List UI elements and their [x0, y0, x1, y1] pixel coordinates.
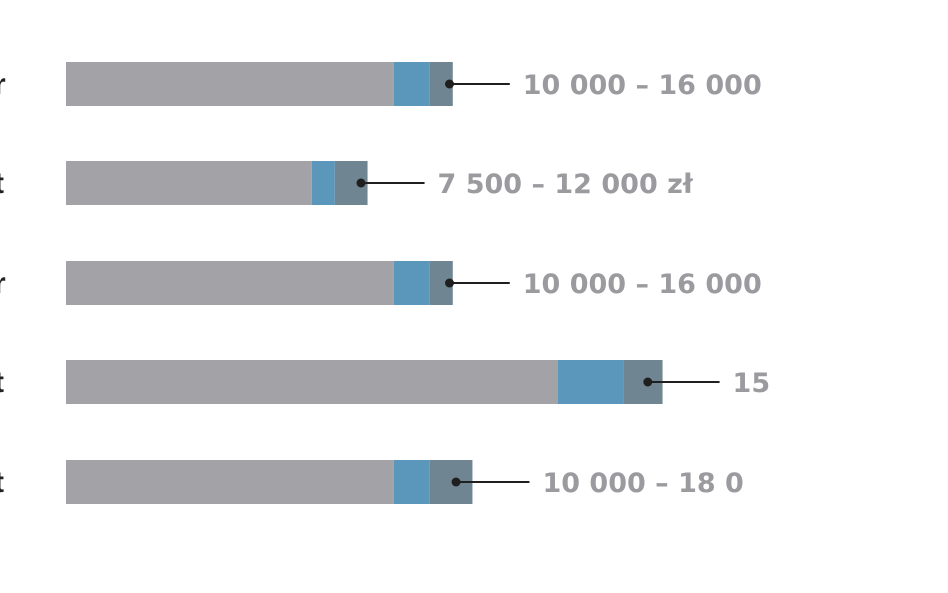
range-label: 10 000 – 18 0	[542, 468, 743, 499]
range-label: 10 000 – 16 000	[523, 70, 762, 101]
slate-segment	[429, 62, 453, 106]
base-segment	[66, 62, 394, 106]
blue-segment	[393, 261, 430, 305]
blue-segment	[557, 360, 624, 404]
marker-dot	[445, 79, 454, 89]
marker-dot	[445, 278, 454, 288]
blue-segment	[393, 460, 430, 504]
category-label: r	[0, 267, 6, 300]
marker-dot	[356, 178, 366, 188]
range-label: 15	[733, 368, 771, 399]
slate-segment	[429, 261, 453, 305]
category-label: t	[0, 167, 4, 200]
blue-segment	[311, 161, 335, 205]
category-label: t	[0, 366, 4, 399]
range-label: 7 500 – 12 000 zł	[438, 169, 694, 200]
category-label: t	[0, 466, 4, 499]
base-segment	[66, 161, 312, 205]
marker-dot	[643, 377, 653, 387]
base-segment	[66, 360, 558, 404]
blue-segment	[393, 62, 430, 106]
base-segment	[66, 460, 394, 504]
marker-dot	[451, 477, 461, 487]
range-label: 10 000 – 16 000	[523, 269, 762, 300]
base-segment	[66, 261, 394, 305]
category-label: r	[0, 68, 6, 101]
